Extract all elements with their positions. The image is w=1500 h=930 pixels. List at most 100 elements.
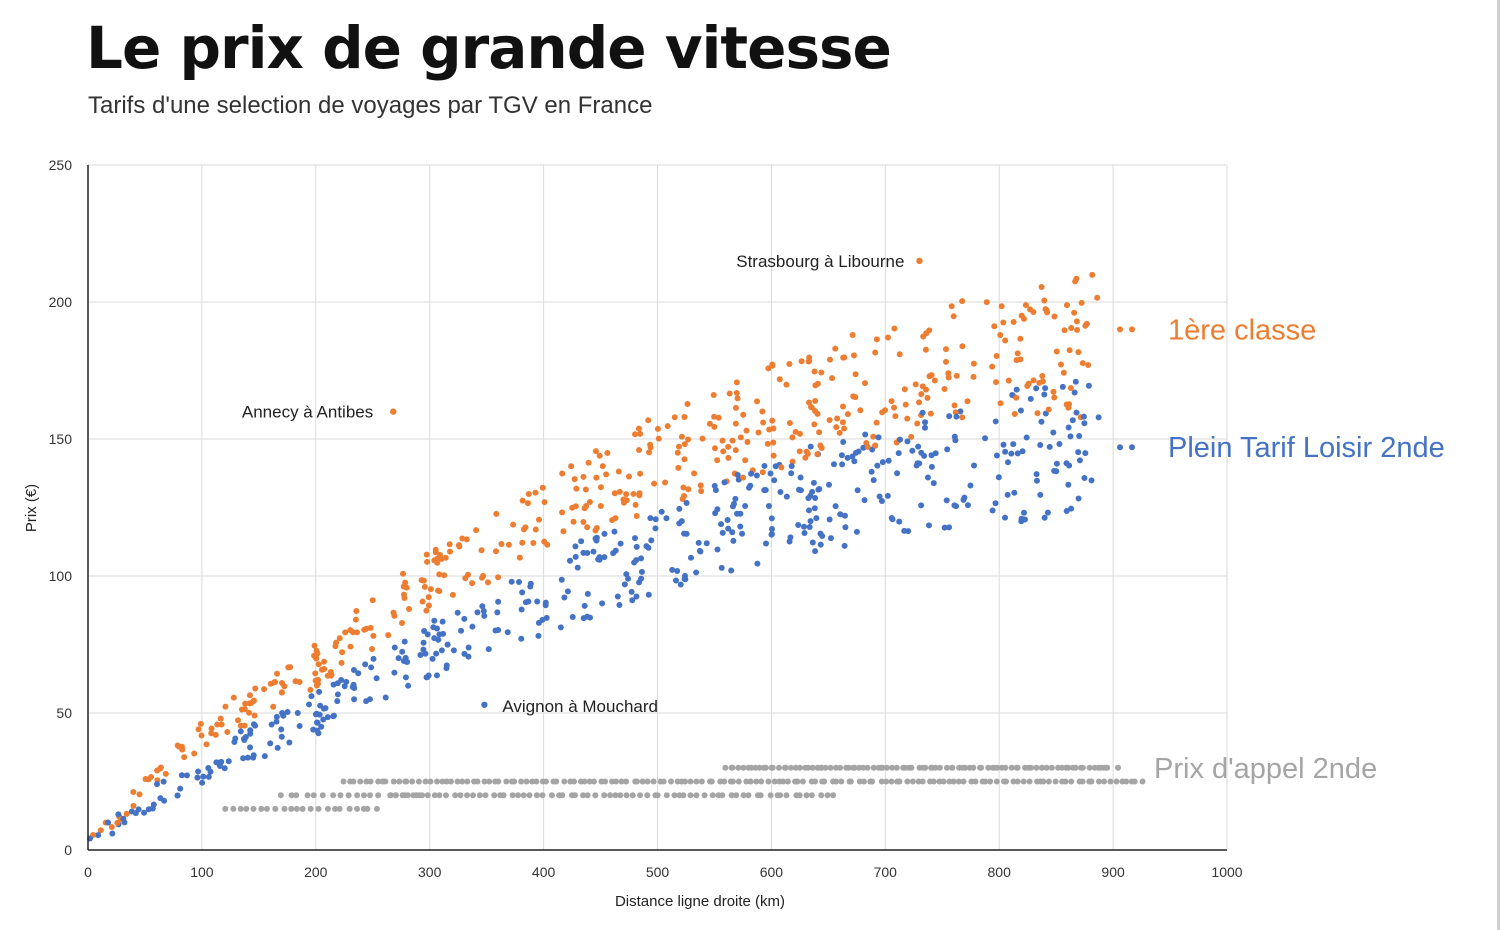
first-class-point: [942, 358, 949, 365]
first-class-point: [635, 425, 642, 432]
plein-tarif-point: [742, 502, 749, 509]
plein-tarif-point: [391, 669, 398, 676]
series-label-dot: [1129, 444, 1135, 451]
prix-appel-point: [526, 792, 533, 799]
plein-tarif-point: [989, 507, 996, 514]
prix-appel-point: [687, 778, 694, 785]
plein-tarif-point: [461, 615, 468, 622]
plein-tarif-point: [1076, 457, 1083, 464]
plein-tarif-point: [240, 755, 247, 762]
plein-tarif-point: [474, 609, 481, 616]
plein-tarif-point: [616, 601, 623, 608]
prix-appel-point: [1040, 778, 1047, 785]
prix-appel-point: [520, 792, 527, 799]
first-class-point: [1094, 294, 1101, 301]
plein-tarif-point: [788, 463, 795, 470]
prix-appel-point: [1043, 764, 1050, 771]
prix-appel-point: [281, 805, 288, 812]
first-class-point: [597, 503, 604, 510]
first-class-point: [208, 725, 215, 732]
first-class-point: [592, 527, 599, 534]
plein-tarif-point: [330, 681, 337, 688]
plein-tarif-point: [838, 452, 845, 459]
first-class-point: [857, 407, 864, 414]
first-class-point: [816, 429, 823, 436]
prix-appel-point: [922, 764, 929, 771]
first-class-point: [593, 474, 600, 481]
prix-appel-point: [591, 778, 598, 785]
prix-appel-point: [837, 764, 844, 771]
first-class-point: [434, 559, 441, 566]
prix-appel-point: [272, 805, 279, 812]
y-tick-label: 100: [49, 568, 73, 584]
first-class-point: [1002, 337, 1009, 344]
plein-tarif-point: [1010, 441, 1017, 448]
prix-appel-point: [728, 792, 735, 799]
plein-tarif-point: [261, 753, 268, 760]
prix-appel-point: [735, 764, 742, 771]
prix-appel-point: [580, 792, 587, 799]
plein-tarif-point: [695, 539, 702, 546]
first-class-point: [814, 451, 821, 458]
prix-appel-point: [799, 778, 806, 785]
first-class-point: [948, 303, 955, 310]
x-tick-label: 500: [646, 864, 670, 880]
first-class-point: [964, 398, 971, 405]
first-class-point: [1057, 361, 1064, 368]
plein-tarif-point: [1081, 420, 1088, 427]
prix-appel-point: [1095, 778, 1102, 785]
prix-appel-point: [845, 764, 852, 771]
plein-tarif-point: [1063, 460, 1070, 467]
prix-appel-point: [476, 792, 483, 799]
first-class-point: [314, 650, 321, 657]
plein-tarif-point: [703, 540, 710, 547]
prix-appel-point: [602, 778, 609, 785]
first-class-point: [839, 403, 846, 410]
first-class-point: [492, 548, 499, 555]
plein-tarif-point: [306, 701, 313, 708]
plein-tarif-point: [676, 505, 683, 512]
first-class-point: [278, 689, 285, 696]
prix-appel-point: [1020, 778, 1027, 785]
plein-tarif-point: [610, 550, 617, 557]
plein-tarif-point: [884, 492, 891, 499]
prix-appel-point: [592, 792, 599, 799]
first-class-point: [427, 586, 434, 593]
prix-appel-point: [364, 805, 371, 812]
first-class-point: [983, 299, 990, 306]
first-class-point: [1079, 360, 1086, 367]
prix-appel-point: [888, 778, 895, 785]
first-class-point: [951, 402, 958, 409]
prix-appel-point: [796, 792, 803, 799]
first-class-point: [252, 685, 259, 692]
prix-appel-point: [818, 792, 825, 799]
first-class-point: [1030, 377, 1037, 384]
plein-tarif-point: [928, 452, 935, 459]
prix-appel-point: [747, 778, 754, 785]
plein-tarif-point: [433, 650, 440, 657]
plein-tarif-point: [992, 418, 999, 425]
plein-tarif-point: [494, 609, 501, 616]
first-class-point: [1050, 388, 1057, 395]
prix-appel-point: [788, 764, 795, 771]
prix-appel-point: [360, 792, 367, 799]
first-class-point: [998, 303, 1005, 310]
first-class-point: [510, 521, 517, 528]
first-class-point: [581, 505, 588, 512]
plein-tarif-point: [580, 549, 587, 556]
plein-tarif-point: [839, 461, 846, 468]
data-points: [86, 257, 1146, 842]
plein-tarif-point: [953, 413, 960, 420]
prix-appel-point: [771, 778, 778, 785]
first-class-point: [270, 703, 277, 710]
plein-tarif-point: [183, 772, 190, 779]
plein-tarif-point: [584, 590, 591, 597]
plein-tarif-point: [595, 556, 602, 563]
prix-appel-point: [354, 792, 361, 799]
prix-appel-point: [511, 778, 518, 785]
first-class-point: [432, 546, 439, 553]
plein-tarif-point: [763, 540, 770, 547]
x-tick-label: 0: [84, 864, 92, 880]
plein-tarif-point: [925, 522, 932, 529]
prix-appel-point: [682, 778, 689, 785]
